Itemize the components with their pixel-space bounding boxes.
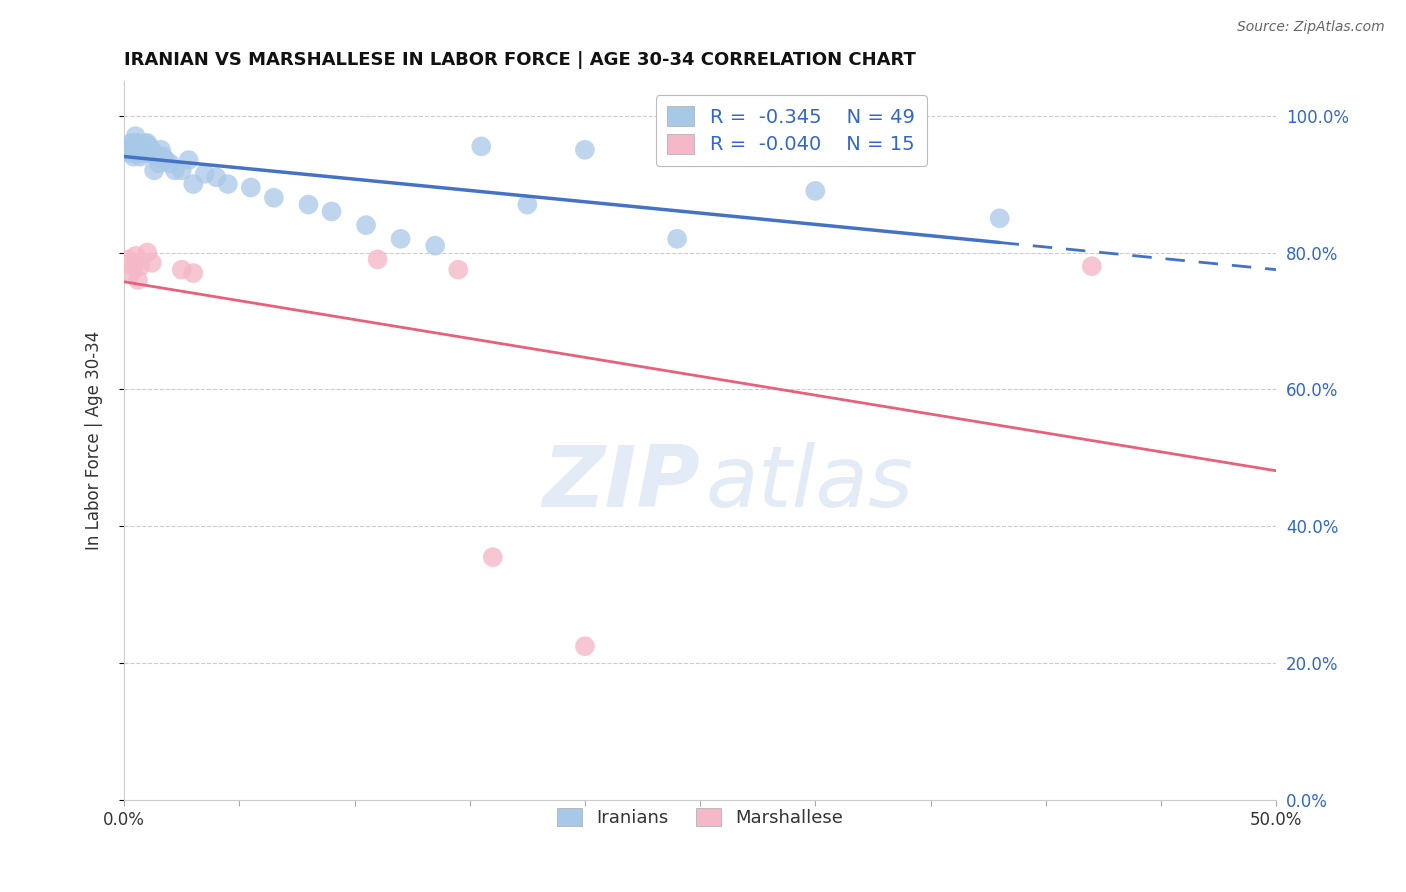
Text: Source: ZipAtlas.com: Source: ZipAtlas.com xyxy=(1237,20,1385,34)
Point xyxy=(136,146,159,161)
Point xyxy=(470,139,492,153)
Point xyxy=(389,232,412,246)
Point xyxy=(181,266,204,280)
Point xyxy=(263,191,285,205)
Point xyxy=(804,184,827,198)
Point xyxy=(120,146,142,161)
Point xyxy=(127,273,149,287)
Point xyxy=(159,156,181,170)
Point xyxy=(131,143,153,157)
Point xyxy=(150,143,173,157)
Legend: Iranians, Marshallese: Iranians, Marshallese xyxy=(550,800,851,834)
Point xyxy=(1081,259,1104,273)
Point xyxy=(122,259,145,273)
Point xyxy=(574,639,596,653)
Point xyxy=(516,197,538,211)
Point xyxy=(194,167,217,181)
Point xyxy=(425,238,447,252)
Y-axis label: In Labor Force | Age 30-34: In Labor Force | Age 30-34 xyxy=(86,331,103,550)
Point xyxy=(120,136,142,150)
Point xyxy=(134,139,156,153)
Point xyxy=(367,252,389,267)
Point xyxy=(141,143,163,157)
Point xyxy=(177,153,200,167)
Point xyxy=(152,150,174,164)
Point xyxy=(574,143,596,157)
Point xyxy=(170,262,193,277)
Point xyxy=(129,259,152,273)
Point xyxy=(136,245,159,260)
Point xyxy=(354,218,377,232)
Point xyxy=(118,139,141,153)
Point xyxy=(988,211,1011,226)
Point xyxy=(239,180,262,194)
Point xyxy=(145,150,167,164)
Point xyxy=(127,146,149,161)
Point xyxy=(481,550,503,565)
Point xyxy=(129,139,152,153)
Point xyxy=(129,143,152,157)
Point xyxy=(170,163,193,178)
Text: IRANIAN VS MARSHALLESE IN LABOR FORCE | AGE 30-34 CORRELATION CHART: IRANIAN VS MARSHALLESE IN LABOR FORCE | … xyxy=(124,51,915,69)
Point xyxy=(666,232,689,246)
Point xyxy=(143,163,166,178)
Point xyxy=(138,139,160,153)
Point xyxy=(131,146,153,161)
Point xyxy=(127,136,149,150)
Point xyxy=(124,129,146,144)
Point xyxy=(321,204,343,219)
Point xyxy=(129,150,152,164)
Point xyxy=(148,156,170,170)
Point xyxy=(120,266,142,280)
Point xyxy=(217,177,239,191)
Point xyxy=(122,150,145,164)
Point xyxy=(181,177,204,191)
Point xyxy=(124,143,146,157)
Point xyxy=(205,170,228,185)
Point xyxy=(141,256,163,270)
Point xyxy=(447,262,470,277)
Point xyxy=(118,252,141,267)
Point xyxy=(124,136,146,150)
Point xyxy=(297,197,319,211)
Point xyxy=(127,139,149,153)
Point xyxy=(122,139,145,153)
Point xyxy=(163,163,186,178)
Point xyxy=(136,136,159,150)
Point xyxy=(155,153,177,167)
Text: ZIP: ZIP xyxy=(543,442,700,525)
Text: atlas: atlas xyxy=(706,442,914,525)
Point xyxy=(124,249,146,263)
Point xyxy=(134,136,156,150)
